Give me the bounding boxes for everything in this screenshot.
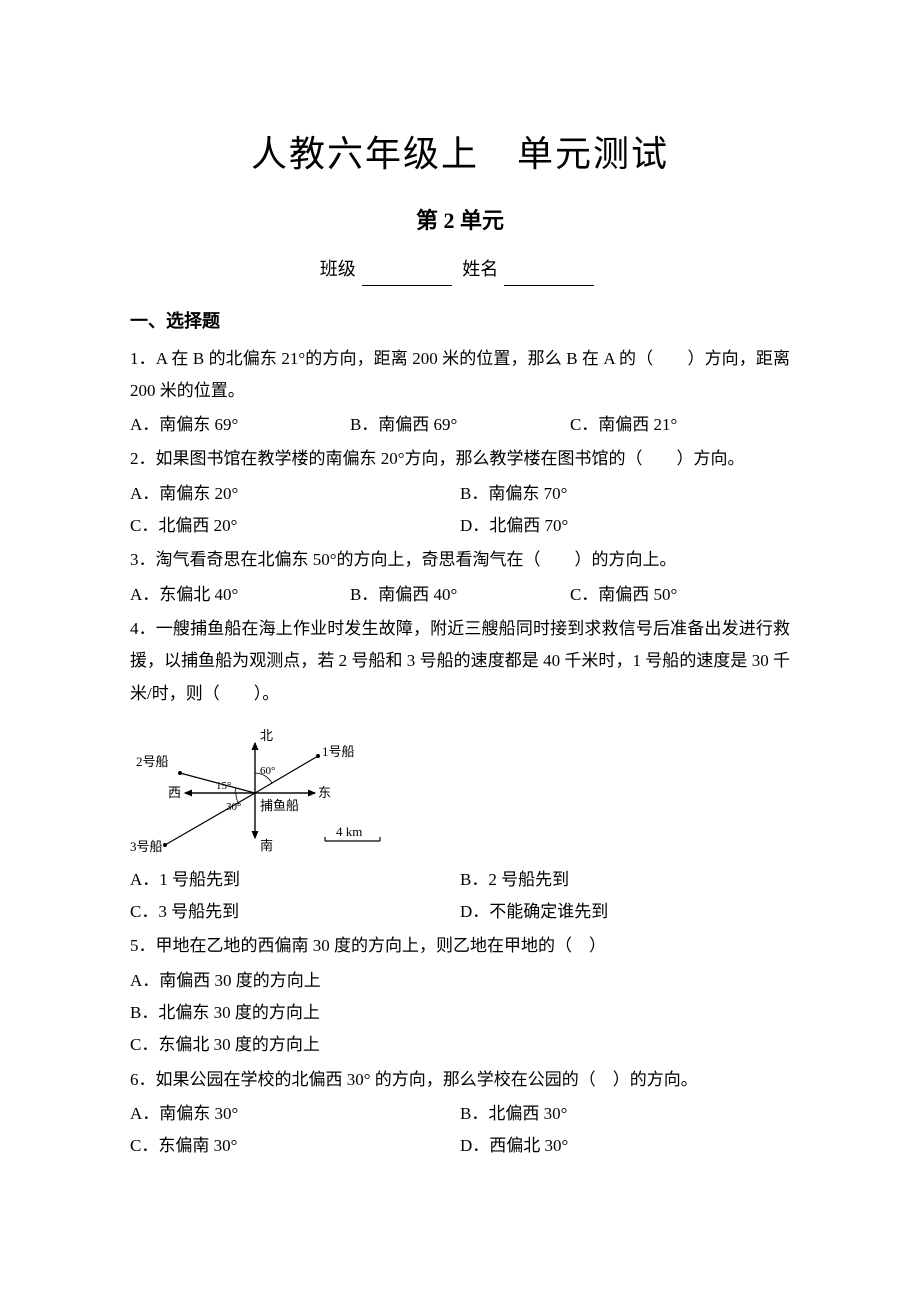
diagram-label-south: 南 [260, 838, 273, 853]
subtitle: 第 2 单元 [130, 200, 790, 242]
diagram-label-north: 北 [260, 728, 273, 743]
q3-option-b: B．南偏西 40° [350, 579, 570, 611]
question-2-options: A．南偏东 20° B．南偏东 70° C．北偏西 20° D．北偏西 70° [130, 478, 790, 543]
q4-option-d: D．不能确定谁先到 [460, 896, 790, 928]
diagram-label-scale: 4 km [336, 824, 362, 839]
question-3: 3．淘气看奇思在北偏东 50°的方向上，奇思看淘气在（ ）的方向上。 [130, 544, 790, 576]
q3-option-a: A．东偏北 40° [130, 579, 350, 611]
name-blank[interactable] [504, 266, 594, 286]
name-line: 班级 姓名 [130, 252, 790, 286]
subtitle-prefix: 第 [416, 208, 444, 233]
subtitle-number: 2 [444, 208, 455, 233]
main-title: 人教六年级上 单元测试 [130, 120, 790, 188]
class-label: 班级 [320, 259, 356, 279]
question-5: 5．甲地在乙地的西偏南 30 度的方向上，则乙地在甲地的（ ） [130, 930, 790, 962]
diagram-label-east: 东 [318, 785, 331, 800]
question-1-options: A．南偏东 69° B．南偏西 69° C．南偏西 21° [130, 409, 790, 441]
diagram-label-15: 15° [216, 780, 231, 792]
diagram-label-ship3: 3号船 [130, 839, 163, 854]
question-1: 1．A 在 B 的北偏东 21°的方向，距离 200 米的位置，那么 B 在 A… [130, 343, 790, 408]
q6-option-c: C．东偏南 30° [130, 1130, 460, 1162]
q5-option-c: C．东偏北 30 度的方向上 [130, 1029, 790, 1061]
diagram-label-west: 西 [168, 785, 181, 800]
class-blank[interactable] [362, 266, 452, 286]
question-4: 4．一艘捕鱼船在海上作业时发生故障，附近三艘船同时接到求救信号后准备出发进行救援… [130, 613, 790, 710]
question-3-options: A．东偏北 40° B．南偏西 40° C．南偏西 50° [130, 579, 790, 611]
q6-option-a: A．南偏东 30° [130, 1098, 460, 1130]
q2-option-c: C．北偏西 20° [130, 510, 460, 542]
question-5-options: A．南偏西 30 度的方向上 B．北偏东 30 度的方向上 C．东偏北 30 度… [130, 965, 790, 1062]
section-1-header: 一、选择题 [130, 304, 790, 338]
name-label: 姓名 [462, 259, 498, 279]
q4-option-b: B．2 号船先到 [460, 864, 790, 896]
diagram-label-ship1: 1号船 [322, 744, 355, 759]
q4-option-a: A．1 号船先到 [130, 864, 460, 896]
q1-option-b: B．南偏西 69° [350, 409, 570, 441]
question-6-options: A．南偏东 30° B．北偏西 30° C．东偏南 30° D．西偏北 30° [130, 1098, 790, 1163]
q3-option-c: C．南偏西 50° [570, 579, 790, 611]
q5-option-a: A．南偏西 30 度的方向上 [130, 965, 790, 997]
diagram-label-ship2: 2号船 [136, 754, 169, 769]
q6-option-b: B．北偏西 30° [460, 1098, 790, 1130]
q4-option-c: C．3 号船先到 [130, 896, 460, 928]
diagram-label-fishing: 捕鱼船 [260, 798, 299, 813]
diagram-label-30: 30° [226, 801, 241, 813]
q1-option-c: C．南偏西 21° [570, 409, 790, 441]
q2-option-a: A．南偏东 20° [130, 478, 460, 510]
question-2: 2．如果图书馆在教学楼的南偏东 20°方向，那么教学楼在图书馆的（ ）方向。 [130, 443, 790, 475]
q5-option-b: B．北偏东 30 度的方向上 [130, 997, 790, 1029]
q2-option-d: D．北偏西 70° [460, 510, 790, 542]
q4-diagram: 北 南 东 西 1号船 2号船 3号船 捕鱼船 60° 15° 30° 4 km [130, 718, 790, 858]
subtitle-suffix: 单元 [455, 208, 505, 233]
q1-option-a: A．南偏东 69° [130, 409, 350, 441]
q2-option-b: B．南偏东 70° [460, 478, 790, 510]
q6-option-d: D．西偏北 30° [460, 1130, 790, 1162]
diagram-label-60: 60° [260, 765, 275, 777]
question-4-options: A．1 号船先到 B．2 号船先到 C．3 号船先到 D．不能确定谁先到 [130, 864, 790, 929]
question-6: 6．如果公园在学校的北偏西 30° 的方向，那么学校在公园的（ ）的方向。 [130, 1064, 790, 1096]
